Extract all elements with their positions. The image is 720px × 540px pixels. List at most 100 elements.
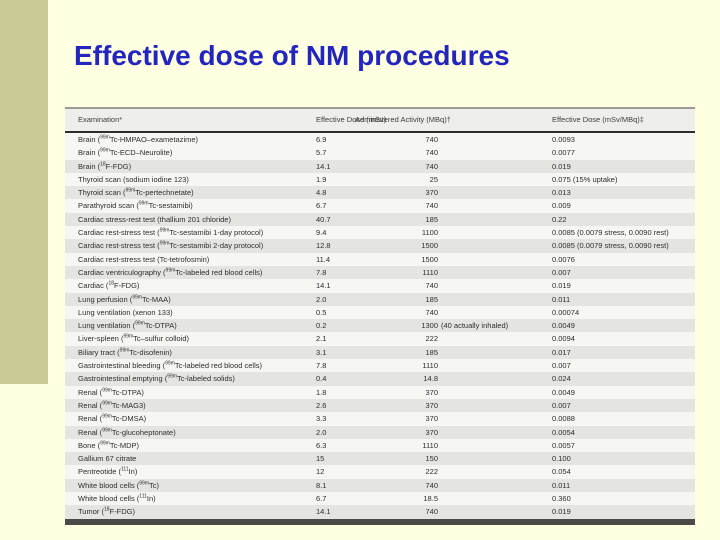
col-header-effective-dose: Effective Dose (mSv) bbox=[316, 115, 387, 124]
table-row: Brain (99mTc-HMPAO–exametazime) 6.9 740 0.0… bbox=[65, 133, 695, 147]
dose-per-mbq-cell: 0.007 bbox=[552, 267, 571, 277]
dose-per-mbq-cell: 0.011 bbox=[552, 294, 571, 304]
table-row: Cardiac rest-stress test (Tc-tetrofosmin… bbox=[65, 252, 695, 266]
exam-cell: Liver-spleen (99mTc–sulfur colloid) bbox=[78, 333, 190, 344]
dose-cell: 2.1 bbox=[316, 334, 327, 344]
dose-per-mbq-cell: 0.0049 bbox=[552, 321, 575, 331]
dose-per-mbq-cell: 0.0049 bbox=[552, 387, 575, 397]
table-row: Pentreotide (111In) 12 222 0.054 bbox=[65, 465, 695, 479]
dose-cell: 6.9 bbox=[316, 135, 327, 144]
activity-cell: 150 bbox=[425, 454, 438, 464]
activity-cell: 370 bbox=[425, 427, 438, 437]
dose-cell: 0.4 bbox=[316, 374, 327, 384]
table-row: Tumor (18F-FDG) 14.1 740 0.019 bbox=[65, 505, 695, 519]
col-header-effective-dose-per-mbq: Effective Dose (mSv/MBq)‡ bbox=[552, 115, 644, 124]
table-row: Brain (99mTc-ECD–Neurolite) 5.7 740 0.0077 bbox=[65, 146, 695, 160]
activity-cell: 1110 bbox=[422, 361, 438, 371]
table-row: Biliary tract (99mTc-disofenin) 3.1 185 0.0… bbox=[65, 345, 695, 360]
col-header-administered-activity: Administered Activity (MBq)† bbox=[355, 115, 451, 124]
dose-cell: 14.1 bbox=[316, 281, 331, 291]
dose-per-mbq-cell: 0.019 bbox=[552, 161, 571, 171]
exam-cell: Thyroid scan (99mTc-pertechnetate) bbox=[78, 187, 194, 198]
dose-per-mbq-cell: 0.0093 bbox=[552, 135, 575, 144]
table-row: Lung ventilation (xenon 133) 0.5 740 0.0007… bbox=[65, 305, 695, 320]
exam-cell: Brain (99mTc-HMPAO–exametazime) bbox=[78, 134, 199, 144]
dose-cell: 2.6 bbox=[316, 400, 327, 410]
exam-cell: Renal (99mTc-glucoheptonate) bbox=[78, 427, 176, 437]
table-row: Cardiac (18F-FDG) 14.1 740 0.019 bbox=[65, 279, 695, 293]
dose-cell: 0.2 bbox=[316, 321, 327, 331]
exam-cell: Cardiac ventriculography (99mTc-labeled … bbox=[78, 267, 263, 277]
activity-cell: 1110 bbox=[422, 267, 438, 277]
activity-cell: 185 bbox=[425, 294, 438, 304]
dose-per-mbq-cell: 0.0085 (0.0079 stress, 0.0090 rest) bbox=[552, 241, 669, 251]
dose-cell: 5.7 bbox=[316, 148, 327, 158]
dose-per-mbq-cell: 0.024 bbox=[552, 374, 571, 384]
dose-per-mbq-cell: 0.0057 bbox=[552, 440, 575, 450]
table-bottom-rule bbox=[65, 518, 695, 525]
exam-cell: Brain (99mTc-ECD–Neurolite) bbox=[78, 147, 173, 158]
activity-cell: 1300 (40 actually inhaled) bbox=[421, 321, 509, 331]
dose-cell: 3.3 bbox=[316, 414, 327, 424]
exam-cell: Gastrointestinal emptying (99mTc-labeled… bbox=[78, 373, 235, 384]
dose-cell: 2.0 bbox=[316, 427, 327, 437]
dose-per-mbq-cell: 0.00074 bbox=[552, 307, 580, 317]
exam-cell: Pentreotide (111In) bbox=[78, 466, 138, 477]
dose-cell: 40.7 bbox=[316, 214, 331, 224]
table-row: White blood cells (111In) 6.7 18.5 0.360 bbox=[65, 492, 695, 506]
dose-per-mbq-cell: 0.0085 (0.0079 stress, 0.0090 rest) bbox=[552, 228, 669, 238]
dose-cell: 1.8 bbox=[316, 387, 327, 397]
activity-cell: 25 bbox=[429, 174, 438, 184]
dose-cell: 6.7 bbox=[316, 494, 327, 504]
exam-cell: Renal (99mTc-DTPA) bbox=[78, 387, 144, 397]
activity-cell: 222 bbox=[425, 467, 438, 477]
activity-cell: 740 bbox=[425, 480, 438, 490]
exam-cell: Cardiac rest-stress test (Tc-tetrofosmin… bbox=[78, 254, 210, 264]
dose-per-mbq-cell: 0.011 bbox=[552, 480, 571, 490]
dose-cell: 15 bbox=[316, 454, 325, 464]
dose-cell: 11.4 bbox=[316, 254, 331, 264]
exam-cell: Thyroid scan (sodium iodine 123) bbox=[78, 174, 189, 184]
activity-cell: 740 bbox=[425, 201, 438, 211]
exam-cell: Gastrointestinal bleeding (99mTc-labeled… bbox=[78, 360, 263, 371]
table-row: Renal (99mTc-glucoheptonate) 2.0 370 0.0054 bbox=[65, 425, 695, 439]
table-row: Lung ventilation (99mTc-DTPA) 0.2 1300 (40 … bbox=[65, 319, 695, 333]
activity-cell: 370 bbox=[425, 414, 438, 424]
activity-cell: 370 bbox=[425, 387, 438, 397]
dose-cell: 9.4 bbox=[316, 228, 327, 238]
exam-cell: Lung perfusion (99mTc-MAA) bbox=[78, 294, 171, 304]
table-row: Thyroid scan (sodium iodine 123) 1.9 25 0.0… bbox=[65, 172, 695, 187]
dose-cell: 8.1 bbox=[316, 480, 327, 490]
dose-per-mbq-cell: 0.017 bbox=[552, 347, 571, 357]
dose-per-mbq-cell: 0.0077 bbox=[552, 148, 575, 158]
dose-cell: 6.7 bbox=[316, 201, 327, 211]
table-row: Cardiac rest-stress test (99mTc-sestamib… bbox=[65, 239, 695, 253]
exam-cell: Biliary tract (99mTc-disofenin) bbox=[78, 347, 172, 357]
dose-per-mbq-cell: 0.0076 bbox=[552, 254, 575, 264]
dose-cell: 3.1 bbox=[316, 347, 327, 357]
exam-cell: Parathyroid scan (99mTc-sestamibi) bbox=[78, 200, 193, 211]
table-row: Liver-spleen (99mTc–sulfur colloid) 2.1 22… bbox=[65, 332, 695, 346]
activity-cell: 740 bbox=[425, 307, 438, 317]
dose-cell: 14.1 bbox=[316, 161, 331, 171]
activity-cell: 185 bbox=[425, 214, 438, 224]
table-row: Cardiac stress-rest test (thallium 201 c… bbox=[65, 212, 695, 227]
table-row: Renal (99mTc-DMSA) 3.3 370 0.0088 bbox=[65, 412, 695, 426]
activity-cell: 222 bbox=[425, 334, 438, 344]
activity-cell: 740 bbox=[425, 507, 438, 517]
exam-cell: White blood cells (111In) bbox=[78, 493, 156, 504]
table-row: Gastrointestinal emptying (99mTc-labeled… bbox=[65, 372, 695, 386]
dose-cell: 2.0 bbox=[316, 294, 327, 304]
dose-cell: 12.8 bbox=[316, 241, 331, 251]
dose-cell: 7.8 bbox=[316, 361, 327, 371]
effective-dose-table: Examination* Effective Dose (mSv) Admini… bbox=[65, 107, 695, 525]
dose-per-mbq-cell: 0.013 bbox=[552, 188, 571, 198]
table-body: Brain (99mTc-HMPAO–exametazime) 6.9 740 0.0… bbox=[65, 133, 695, 519]
activity-cell: 185 bbox=[425, 347, 438, 357]
dose-per-mbq-cell: 0.009 bbox=[552, 201, 571, 211]
table-row: Renal (99mTc-DTPA) 1.8 370 0.0049 bbox=[65, 385, 695, 399]
table-header-row: Examination* Effective Dose (mSv) Admini… bbox=[65, 109, 695, 133]
col-header-examination: Examination* bbox=[78, 115, 123, 124]
dose-cell: 4.8 bbox=[316, 188, 327, 198]
